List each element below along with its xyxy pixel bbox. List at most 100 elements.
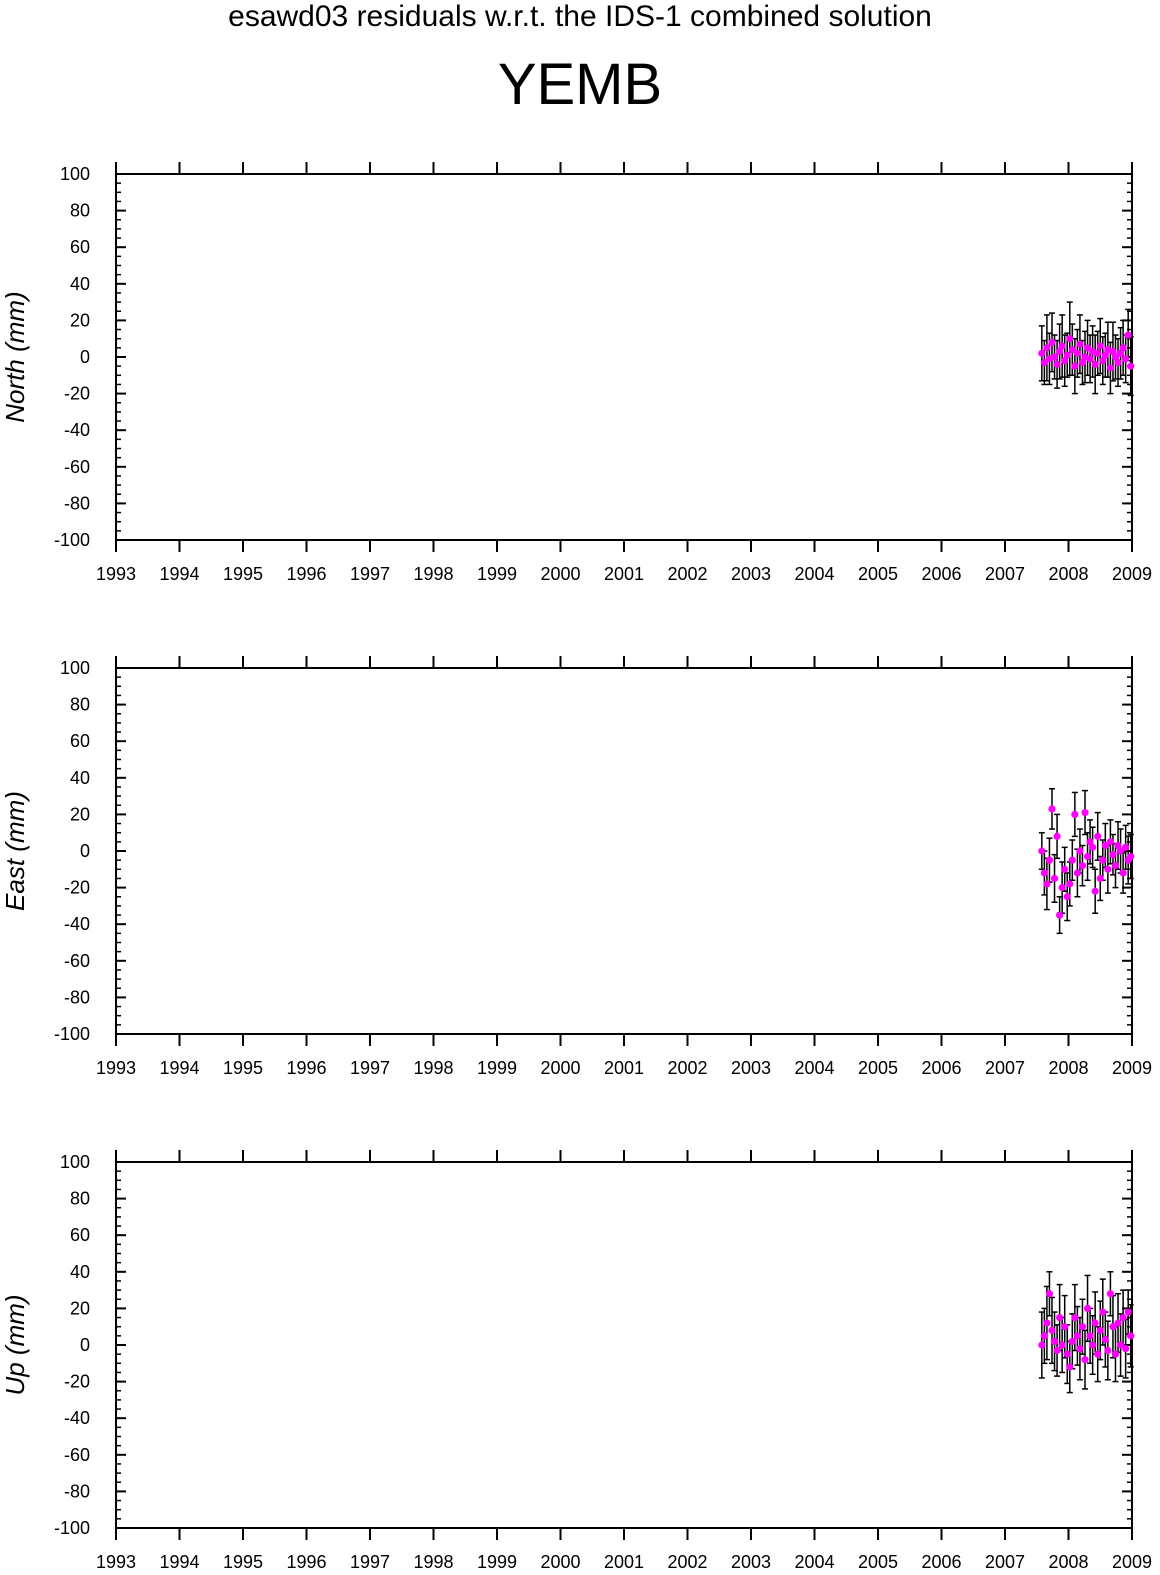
data-point: [1048, 805, 1056, 813]
data-point: [1116, 1341, 1125, 1349]
plot-frame: [115, 173, 1133, 541]
data-point: [1053, 360, 1061, 368]
x-tick-label: 1994: [159, 564, 199, 584]
data-point: [1116, 349, 1125, 357]
data-point: [1114, 358, 1122, 367]
data-point: [1111, 1350, 1120, 1358]
data-point: [1101, 841, 1109, 850]
x-tick-label: 2003: [731, 1552, 771, 1572]
data-point: [1073, 349, 1081, 357]
data-point: [1040, 1332, 1048, 1340]
x-tick-label: 1998: [413, 1058, 453, 1078]
x-tick-label: 1999: [477, 1552, 517, 1572]
x-tick-label: 2005: [858, 564, 898, 584]
plot-frame: [115, 667, 1133, 1035]
data-point: [1038, 1341, 1046, 1349]
data-point: [1045, 856, 1054, 864]
x-tick-label: 1999: [477, 564, 517, 584]
x-tick-label: 2008: [1048, 564, 1088, 584]
data-point: [1050, 353, 1059, 361]
data-point: [1076, 847, 1084, 855]
x-tick-label: 2009: [1112, 1552, 1152, 1572]
data-point: [1068, 346, 1076, 354]
data-point: [1099, 856, 1107, 864]
x-tick-label: 2002: [667, 1058, 707, 1078]
up-panel: -100 -80 -60 -40 -20 0 20 40 60 80 100 1993 1994 1995…: [0, 1150, 1152, 1572]
data-point: [1101, 351, 1109, 359]
data-point: [1063, 1350, 1071, 1358]
x-tick-label: 1995: [223, 1552, 263, 1572]
data-point: [1068, 856, 1076, 864]
x-tick-label: 2001: [604, 1058, 644, 1078]
data-point: [1071, 810, 1079, 819]
data-point: [1068, 1337, 1076, 1345]
north-panel: -100 -80 -60 -40 -20 0 20 40 60 80 100 1993 1994 1995…: [0, 162, 1152, 584]
data-point: [1111, 353, 1120, 361]
x-tick-label: 1995: [223, 1058, 263, 1078]
x-tick-label: 2002: [667, 1552, 707, 1572]
data-point: [1086, 1332, 1094, 1340]
y-tick-label: -100: [54, 530, 90, 550]
x-tick-label: 1997: [350, 1058, 390, 1078]
y-axis-label: North (mm): [0, 291, 30, 422]
x-tick-label: 1996: [286, 1552, 326, 1572]
data-point: [1091, 1319, 1099, 1327]
data-point: [1038, 349, 1046, 357]
x-tick-label: 1998: [413, 1552, 453, 1572]
data-point: [1086, 355, 1094, 363]
y-tick-label: 0: [80, 1335, 90, 1355]
data-point: [1122, 1345, 1130, 1353]
data-point: [1124, 1308, 1132, 1316]
x-tick-label: 2006: [921, 564, 961, 584]
data-point: [1096, 1326, 1104, 1334]
y-tick-label: 100: [60, 164, 90, 184]
x-tick-label: 2005: [858, 1552, 898, 1572]
data-point: [1040, 358, 1048, 367]
data-point: [1127, 362, 1135, 370]
y-tick-label: 60: [70, 731, 90, 751]
data-point: [1048, 1326, 1056, 1334]
data-point: [1114, 1319, 1122, 1327]
data-point: [1119, 344, 1127, 352]
y-tick-label: -100: [54, 1024, 90, 1044]
x-tick-label: 2007: [985, 1058, 1025, 1078]
data-point: [1099, 357, 1107, 365]
data-point: [1089, 1341, 1097, 1349]
data-point: [1094, 1350, 1102, 1358]
data-point: [1083, 852, 1092, 861]
y-tick-label: -60: [64, 457, 90, 477]
y-tick-label: 0: [80, 347, 90, 367]
data-point: [1050, 874, 1059, 883]
data-point: [1104, 1346, 1112, 1355]
y-tick-label: 40: [70, 274, 90, 294]
x-tick-label: 1993: [96, 564, 136, 584]
x-tick-label: 2007: [985, 564, 1025, 584]
data-point: [1076, 1345, 1084, 1353]
data-point: [1050, 1337, 1059, 1345]
y-tick-label: 100: [60, 658, 90, 678]
y-tick-label: 60: [70, 237, 90, 257]
data-point: [1040, 869, 1048, 877]
y-tick-label: 0: [80, 841, 90, 861]
y-tick-label: 40: [70, 1262, 90, 1282]
y-tick-label: 80: [70, 201, 90, 221]
x-tick-label: 1993: [96, 1552, 136, 1572]
y-tick-label: -20: [64, 878, 90, 898]
data-point: [1061, 1323, 1069, 1331]
data-point: [1076, 340, 1084, 348]
x-tick-label: 2004: [794, 1552, 834, 1572]
x-tick-label: 2006: [921, 1058, 961, 1078]
data-point: [1119, 1313, 1127, 1322]
y-tick-label: 80: [70, 695, 90, 715]
x-tick-label: 2001: [604, 564, 644, 584]
x-tick-label: 2009: [1112, 1058, 1152, 1078]
x-tick-label: 1998: [413, 564, 453, 584]
data-point: [1063, 893, 1071, 901]
data-point: [1127, 1332, 1135, 1340]
data-point: [1066, 335, 1074, 343]
data-point: [1111, 862, 1120, 870]
data-point: [1071, 362, 1079, 370]
x-tick-label: 2008: [1048, 1058, 1088, 1078]
y-tick-label: -40: [64, 914, 90, 934]
